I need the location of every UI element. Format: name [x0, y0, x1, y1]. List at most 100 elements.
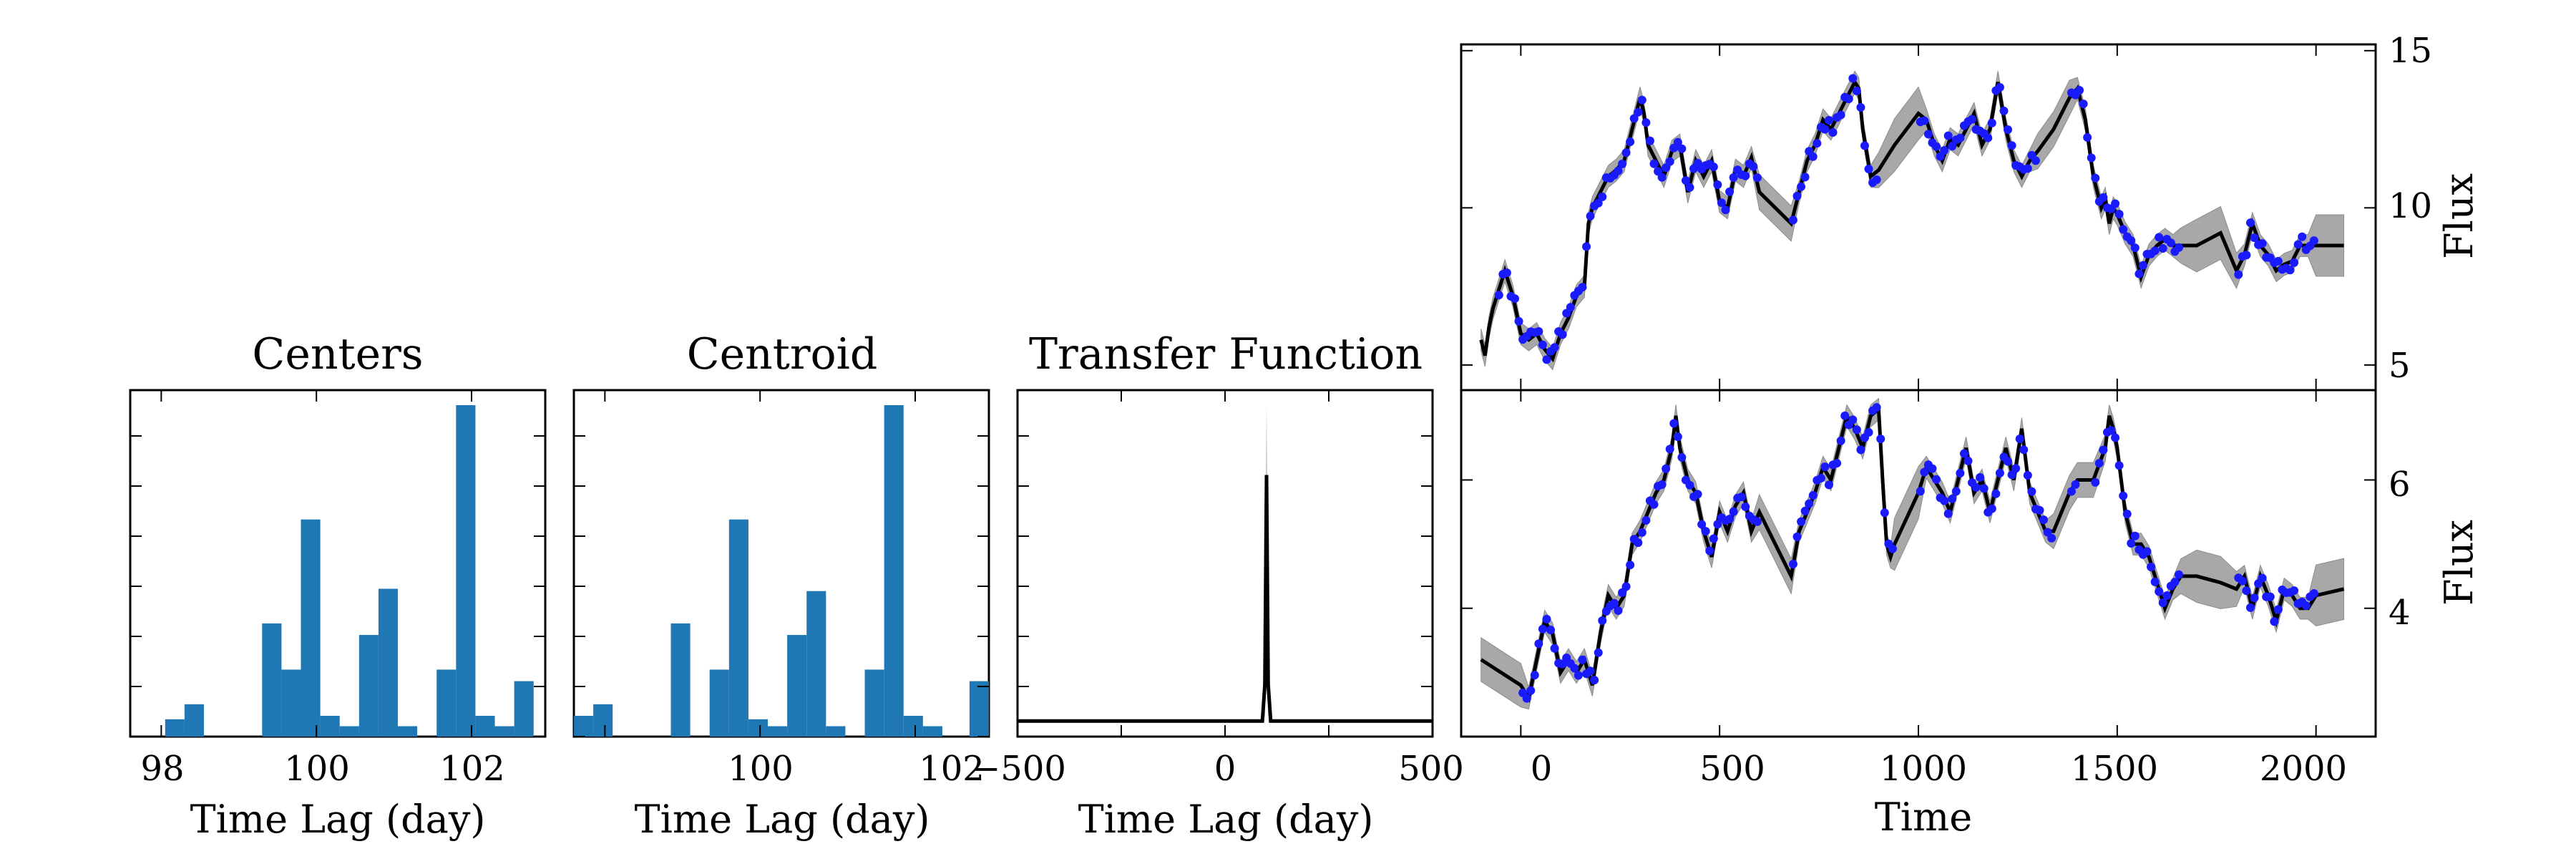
lightcurve-bottom-data-point-49 — [1713, 520, 1722, 529]
lightcurve-bottom-data-point-110 — [2011, 464, 2021, 473]
lightcurve-top-data-point-16 — [1558, 330, 1567, 339]
lightcurve-bottom-data-point-130 — [2122, 510, 2132, 519]
lightcurve-bottom-data-point-124 — [2099, 445, 2108, 455]
lightcurve-xtick-1500: 1500 — [2071, 749, 2158, 789]
transfer-ticks — [1018, 390, 1433, 737]
lightcurve-top-data-point-129 — [2111, 199, 2120, 208]
lightcurve-bottom-data-point-31 — [1641, 516, 1651, 525]
lightcurve-bottom-data-point-113 — [2023, 471, 2032, 480]
lightcurve-top-data-point-66 — [1788, 215, 1797, 225]
lightcurve-bottom-data-point-59 — [1752, 517, 1762, 526]
lightcurve-top-data-point-145 — [2174, 243, 2183, 252]
centroid-bar-0 — [574, 715, 594, 737]
centers-bar-1 — [184, 704, 204, 737]
lightcurve-top-data-point-165 — [2309, 236, 2318, 246]
lightcurve-top-data-point-75 — [1824, 115, 1833, 125]
lightcurve-bottom-data-point-137 — [2150, 577, 2160, 586]
lightcurve-bottom-data-point-26 — [1621, 582, 1631, 591]
lightcurve-top-data-point-43 — [1665, 157, 1674, 166]
lightcurve-bottom-data-point-71 — [1833, 459, 1842, 468]
lightcurve-top-data-point-2 — [1502, 268, 1511, 278]
centroid-bar-5 — [748, 719, 769, 737]
centers-bar-0 — [165, 719, 185, 737]
lightcurve-top-data-point-56 — [1717, 198, 1726, 208]
lightcurve-bottom-data-point-79 — [1864, 427, 1873, 437]
centers-ticks — [130, 390, 545, 737]
lightcurve-top-data-point-74 — [1820, 125, 1830, 134]
centroid-bar-3 — [709, 669, 729, 737]
lightcurve-top-data-point-148 — [2242, 251, 2251, 260]
lightcurve-bottom-model-line — [1480, 405, 2345, 703]
lightcurve-top-data-point-12 — [1542, 355, 1551, 364]
lightcurve-top-data-point-162 — [2298, 232, 2307, 241]
lightcurve-bottom-data-point-3 — [1530, 671, 1539, 680]
lightcurve-bottom-data-point-135 — [2142, 547, 2152, 556]
centers-bar-11 — [456, 404, 476, 737]
lightcurve-bottom-data-point-111 — [2015, 435, 2024, 444]
lightcurve-bottom-data-point-143 — [2174, 570, 2183, 579]
lightcurve-bottom-data-point-150 — [2258, 573, 2267, 583]
lightcurve-bottom-uncertainty-band — [1480, 397, 2345, 710]
centers-bar-9 — [398, 726, 418, 737]
lightcurve-top-data-point-0 — [1494, 291, 1503, 300]
lightcurve-bottom-data-point-47 — [1705, 546, 1714, 555]
lightcurve-top-data-point-33 — [1626, 137, 1635, 147]
centers-bar-5 — [320, 715, 340, 737]
lightcurve-xtick-2000: 2000 — [2260, 749, 2347, 789]
lightcurve-top-data-point-41 — [1657, 173, 1667, 182]
lightcurve-top-marks — [1479, 70, 2345, 371]
lightcurve-bottom-data-point-153 — [2270, 617, 2279, 626]
lightcurve-top-data-point-21 — [1578, 283, 1587, 292]
lightcurve-top-data-point-126 — [2099, 193, 2108, 202]
centroid-xtick-100: 100 — [728, 749, 794, 789]
lightcurve-bottom-data-point-86 — [1916, 487, 1925, 496]
lightcurve-bottom-data-point-1 — [1522, 694, 1531, 703]
lightcurve-top-data-point-136 — [2138, 261, 2147, 270]
centroid-bar-10 — [864, 669, 884, 737]
lightcurve-bottom-data-point-138 — [2155, 587, 2164, 596]
lightcurve-bottom-data-point-83 — [1880, 508, 1889, 518]
lightcurve-top-data-point-81 — [1848, 74, 1858, 83]
lightcurve-bottom-data-point-36 — [1662, 464, 1671, 473]
lightcurve-bottom-data-point-96 — [1956, 469, 1965, 478]
lightcurve-bottom-data-point-85 — [1888, 544, 1897, 553]
lightcurve-bottom-ytick-6: 6 — [2389, 465, 2411, 505]
lightcurve-top-data-point-94 — [1940, 146, 1949, 155]
lightcurve-bottom-data-point-94 — [1948, 494, 1957, 503]
lightcurve-top-data-point-130 — [2114, 210, 2124, 219]
centroid-bar-4 — [728, 519, 748, 737]
lightcurve-top-data-point-134 — [2130, 243, 2140, 253]
lightcurve-top-data-point-25 — [1594, 198, 1603, 208]
lightcurve-top-data-point-47 — [1681, 176, 1690, 185]
lightcurve-top-ytick-10: 10 — [2389, 186, 2432, 226]
lightcurve-bottom-data-point-105 — [1991, 489, 2001, 498]
centers-panel: Centers 98 100 102 Time Lag (day) — [129, 329, 547, 842]
lightcurve-bottom-data-point-132 — [2130, 531, 2140, 540]
lightcurve-bottom-data-point-92 — [1940, 496, 1949, 505]
lightcurve-bottom-data-point-40 — [1677, 452, 1687, 462]
lightcurve-bottom-data-point-152 — [2265, 592, 2275, 601]
lightcurve-top-data-point-38 — [1645, 136, 1654, 145]
lightcurve-top-data-point-139 — [2150, 246, 2160, 256]
lightcurve-top-data-point-146 — [2234, 270, 2243, 279]
lightcurve-xtick-500: 500 — [1699, 749, 1765, 789]
lightcurve-top-data-point-64 — [1749, 162, 1758, 171]
lightcurve-bottom-data-point-100 — [1971, 482, 1981, 492]
lightcurve-bottom-data-point-5 — [1538, 624, 1547, 634]
lightcurve-bottom-data-point-69 — [1824, 480, 1833, 490]
lightcurve-bottom-data-point-82 — [1876, 435, 1885, 444]
centroid-ticks — [574, 390, 989, 737]
lightcurve-bottom-frame — [1460, 389, 2377, 738]
transfer-panel: Transfer Function −500 0 500 Time Lag (d… — [972, 329, 1464, 842]
centers-title: Centers — [252, 329, 423, 379]
lightcurve-top-data-point-30 — [1614, 166, 1623, 175]
lightcurve-bottom-data-point-7 — [1546, 626, 1556, 635]
lightcurve-bottom-data-point-75 — [1848, 415, 1858, 424]
lightcurve-bottom-data-point-163 — [2309, 588, 2318, 598]
lightcurve-bottom-data-point-52 — [1725, 515, 1735, 524]
centroid-panel: Centroid 100 102 Time Lag (day) — [572, 329, 990, 842]
centers-bar-13 — [494, 726, 514, 737]
lightcurve-bottom-data-point-62 — [1797, 517, 1806, 526]
lightcurve-xtick-0: 0 — [1531, 749, 1553, 789]
lightcurve-bottom-data-point-67 — [1816, 473, 1825, 482]
